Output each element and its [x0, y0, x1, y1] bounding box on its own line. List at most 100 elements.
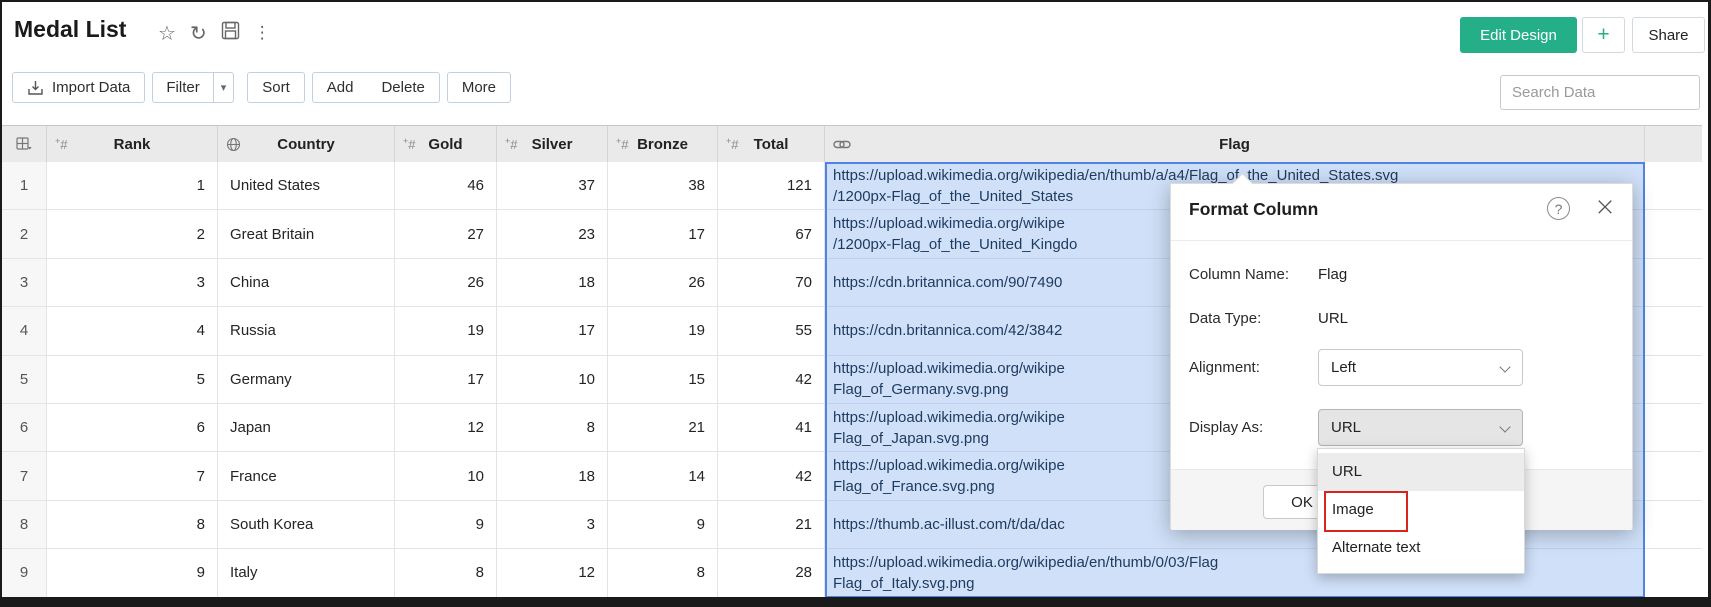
row-number[interactable]: 9 — [2, 549, 47, 598]
cell-gold[interactable]: 8 — [395, 549, 497, 598]
cell-total[interactable]: 70 — [718, 258, 825, 308]
cell-bronze[interactable]: 21 — [608, 403, 718, 453]
cell-empty[interactable] — [1645, 355, 1702, 404]
cell-country[interactable]: Great Britain — [218, 210, 395, 259]
cell-rank[interactable]: 2 — [47, 210, 218, 259]
filter-button[interactable]: Filter — [166, 79, 200, 96]
cell-gold[interactable]: 9 — [395, 500, 497, 550]
cell-bronze[interactable]: 14 — [608, 452, 718, 501]
add-button[interactable]: Add — [326, 79, 354, 96]
cell-bronze[interactable]: 38 — [608, 162, 718, 211]
display-as-option-alternate-text[interactable]: Alternate text — [1332, 539, 1421, 556]
cell-total[interactable]: 42 — [718, 355, 825, 404]
cell-gold[interactable]: 12 — [395, 403, 497, 453]
column-header-country[interactable]: Country — [218, 126, 395, 162]
row-number[interactable]: 1 — [2, 162, 47, 211]
cell-empty[interactable] — [1645, 258, 1702, 308]
cell-gold[interactable]: 17 — [395, 355, 497, 404]
cell-rank[interactable]: 3 — [47, 258, 218, 308]
column-header-rank[interactable]: +# Rank — [47, 126, 218, 162]
cell-country[interactable]: China — [218, 258, 395, 308]
cell-bronze[interactable]: 19 — [608, 307, 718, 356]
cell-total[interactable]: 42 — [718, 452, 825, 501]
alignment-select[interactable]: Left — [1318, 349, 1523, 386]
share-button[interactable]: Share — [1632, 17, 1705, 53]
cell-empty[interactable] — [1645, 549, 1702, 598]
cell-empty[interactable] — [1645, 210, 1702, 259]
cell-rank[interactable]: 5 — [47, 355, 218, 404]
column-header-silver[interactable]: +# Silver — [497, 126, 608, 162]
cell-country[interactable]: Japan — [218, 403, 395, 453]
cell-rank[interactable]: 6 — [47, 403, 218, 453]
cell-gold[interactable]: 26 — [395, 258, 497, 308]
cell-empty[interactable] — [1645, 452, 1702, 501]
row-number[interactable]: 4 — [2, 307, 47, 356]
cell-silver[interactable]: 12 — [497, 549, 608, 598]
add-view-button[interactable]: + — [1582, 17, 1625, 53]
edit-design-button[interactable]: Edit Design — [1460, 17, 1577, 53]
filter-caret-button[interactable]: ▾ — [212, 73, 234, 102]
cell-silver[interactable]: 17 — [497, 307, 608, 356]
save-icon[interactable] — [221, 20, 240, 46]
cell-silver[interactable]: 10 — [497, 355, 608, 404]
cell-country[interactable]: Italy — [218, 549, 395, 598]
cell-empty[interactable] — [1645, 162, 1702, 211]
cell-empty[interactable] — [1645, 307, 1702, 356]
cell-total[interactable]: 67 — [718, 210, 825, 259]
cell-silver[interactable]: 18 — [497, 452, 608, 501]
cell-bronze[interactable]: 15 — [608, 355, 718, 404]
cell-country[interactable]: United States — [218, 162, 395, 211]
cell-country[interactable]: Germany — [218, 355, 395, 404]
refresh-icon[interactable]: ↻ — [189, 21, 207, 45]
column-header-gold[interactable]: +# Gold — [395, 126, 497, 162]
cell-rank[interactable]: 1 — [47, 162, 218, 211]
cell-empty[interactable] — [1645, 500, 1702, 550]
cell-country[interactable]: France — [218, 452, 395, 501]
cell-country[interactable]: Russia — [218, 307, 395, 356]
cell-silver[interactable]: 37 — [497, 162, 608, 211]
row-number[interactable]: 8 — [2, 500, 47, 550]
row-number[interactable]: 3 — [2, 258, 47, 308]
cell-bronze[interactable]: 26 — [608, 258, 718, 308]
column-header-total[interactable]: +# Total — [718, 126, 825, 162]
display-as-option-image[interactable]: Image — [1318, 491, 1524, 532]
cell-total[interactable]: 28 — [718, 549, 825, 598]
cell-total[interactable]: 41 — [718, 403, 825, 453]
cell-rank[interactable]: 8 — [47, 500, 218, 550]
cell-gold[interactable]: 19 — [395, 307, 497, 356]
cell-bronze[interactable]: 17 — [608, 210, 718, 259]
display-as-select[interactable]: URL — [1318, 409, 1523, 446]
column-header-flag[interactable]: Flag — [825, 126, 1645, 162]
cell-gold[interactable]: 46 — [395, 162, 497, 211]
row-number[interactable]: 6 — [2, 403, 47, 453]
cell-country[interactable]: South Korea — [218, 500, 395, 550]
cell-silver[interactable]: 3 — [497, 500, 608, 550]
sort-button[interactable]: Sort — [247, 72, 305, 103]
cell-rank[interactable]: 4 — [47, 307, 218, 356]
cell-gold[interactable]: 10 — [395, 452, 497, 501]
column-selector-header[interactable] — [2, 126, 47, 162]
import-data-button[interactable]: Import Data — [12, 72, 146, 103]
cell-bronze[interactable]: 8 — [608, 549, 718, 598]
delete-button[interactable]: Delete — [381, 79, 425, 96]
cell-bronze[interactable]: 9 — [608, 500, 718, 550]
cell-empty[interactable] — [1645, 403, 1702, 453]
cell-rank[interactable]: 7 — [47, 452, 218, 501]
kebab-menu-icon[interactable]: ⋮ — [253, 23, 271, 43]
row-number[interactable]: 2 — [2, 210, 47, 259]
cell-gold[interactable]: 27 — [395, 210, 497, 259]
cell-silver[interactable]: 23 — [497, 210, 608, 259]
row-number[interactable]: 5 — [2, 355, 47, 404]
more-button[interactable]: More — [446, 72, 512, 103]
column-header-bronze[interactable]: +# Bronze — [608, 126, 718, 162]
display-as-option-url[interactable]: URL — [1318, 453, 1524, 491]
cell-silver[interactable]: 18 — [497, 258, 608, 308]
row-number[interactable]: 7 — [2, 452, 47, 501]
close-icon[interactable]: × — [1594, 192, 1616, 222]
cell-silver[interactable]: 8 — [497, 403, 608, 453]
search-input[interactable] — [1500, 75, 1700, 110]
cell-total[interactable]: 21 — [718, 500, 825, 550]
cell-rank[interactable]: 9 — [47, 549, 218, 598]
cell-total[interactable]: 121 — [718, 162, 825, 211]
star-icon[interactable]: ☆ — [158, 21, 176, 45]
